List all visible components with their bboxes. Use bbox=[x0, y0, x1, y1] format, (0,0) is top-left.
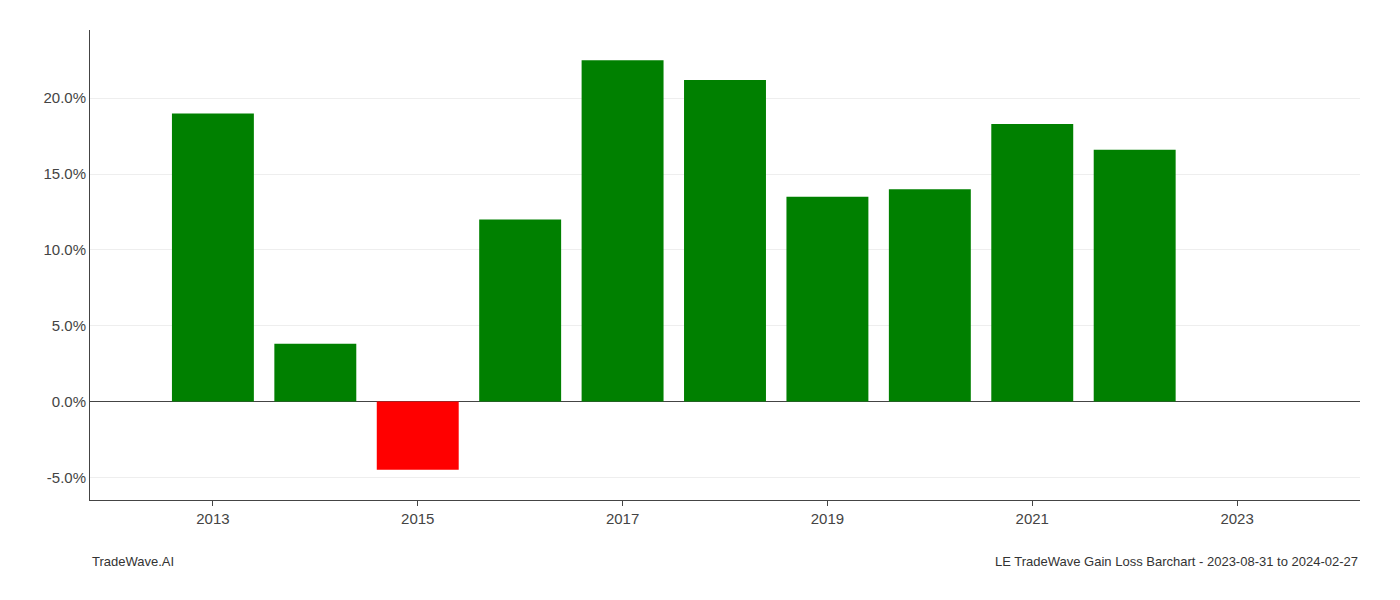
svg-text:2013: 2013 bbox=[196, 510, 229, 527]
svg-text:15.0%: 15.0% bbox=[43, 165, 86, 182]
svg-text:-5.0%: -5.0% bbox=[47, 469, 86, 486]
svg-text:10.0%: 10.0% bbox=[43, 241, 86, 258]
svg-text:LE TradeWave Gain Loss Barchar: LE TradeWave Gain Loss Barchart - 2023-0… bbox=[995, 554, 1358, 569]
svg-text:2017: 2017 bbox=[606, 510, 639, 527]
svg-text:2019: 2019 bbox=[811, 510, 844, 527]
svg-text:20.0%: 20.0% bbox=[43, 89, 86, 106]
svg-text:2015: 2015 bbox=[401, 510, 434, 527]
svg-text:2021: 2021 bbox=[1016, 510, 1049, 527]
svg-text:5.0%: 5.0% bbox=[52, 317, 86, 334]
svg-text:TradeWave.AI: TradeWave.AI bbox=[92, 554, 174, 569]
svg-text:0.0%: 0.0% bbox=[52, 393, 86, 410]
svg-text:2023: 2023 bbox=[1220, 510, 1253, 527]
